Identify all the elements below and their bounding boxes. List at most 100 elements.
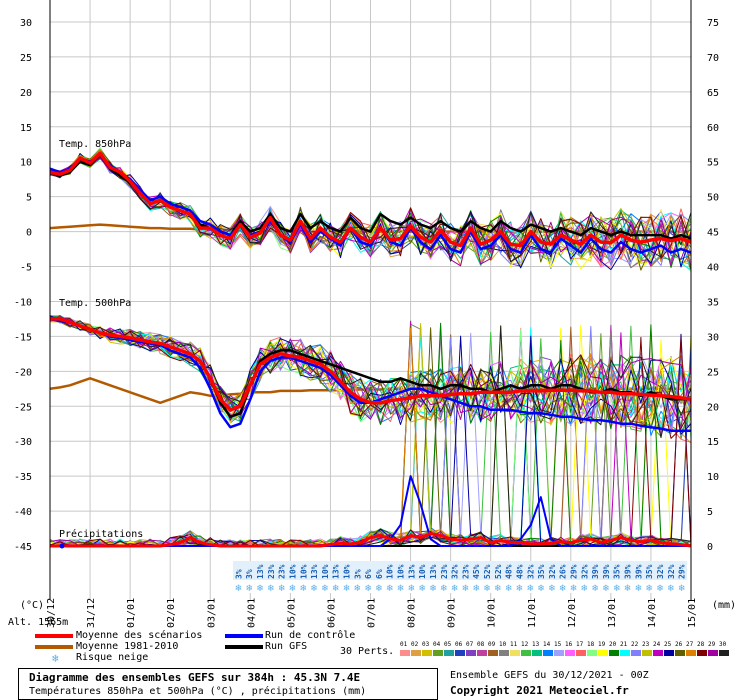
- legend-climo-swatch: [35, 645, 73, 649]
- snow-cell: [233, 561, 244, 580]
- snow-risk-strip: 3%❄3%❄13%❄23%❄23%❄10%❄10%❄13%❄10%❄13%❄10…: [233, 561, 687, 594]
- snowflake-icon: ❄: [235, 584, 243, 594]
- snow-risk-label: 32%: [656, 564, 665, 579]
- right-unit-label: (mm): [712, 600, 737, 611]
- x-tick-label: 10/01: [487, 598, 498, 628]
- snowflake-icon: ❄: [440, 584, 448, 594]
- left-tick-label: 15: [20, 123, 32, 134]
- pert-color-cell: [642, 650, 652, 656]
- snow-cell: [481, 561, 493, 580]
- left-tick-label: -15: [14, 332, 32, 343]
- snow-risk-label: 13%: [407, 564, 416, 579]
- pert-number: 03: [422, 641, 430, 648]
- pert-number: 10: [499, 641, 507, 648]
- snow-cell: [557, 561, 569, 580]
- snowflake-icon: ❄: [526, 584, 534, 594]
- pert-color-cell: [653, 650, 663, 656]
- snow-risk-label: 23%: [461, 564, 470, 579]
- left-tick-label: 5: [26, 193, 32, 204]
- right-tick-label: 15: [707, 437, 719, 448]
- snow-cell: [589, 561, 601, 580]
- right-tick-label: 40: [707, 263, 719, 274]
- snow-risk-label: 45%: [472, 564, 481, 579]
- chart-grid: [49, 0, 692, 600]
- pert-color-cell: [532, 650, 542, 656]
- snow-risk-label: 13%: [429, 564, 438, 579]
- snowflake-icon: ❄: [343, 584, 351, 594]
- snow-cell: [611, 561, 623, 580]
- snow-risk-label: 26%: [559, 564, 568, 579]
- left-tick-label: -10: [14, 297, 32, 308]
- pert-number: 02: [411, 641, 419, 648]
- snow-cell: [427, 561, 439, 580]
- snow-cell: [319, 561, 331, 580]
- snow-cell: [578, 561, 590, 580]
- chart-subtitle: Températures 850hPa et 500hPa (°C) , pré…: [29, 686, 367, 697]
- pert-number: 09: [488, 641, 496, 648]
- snow-risk-label: 48%: [505, 564, 514, 579]
- snow-cell: [492, 561, 504, 580]
- x-tick-label: 04/01: [246, 598, 257, 628]
- pert-color-cell: [565, 650, 575, 656]
- snow-risk-label: 3%: [245, 569, 254, 579]
- snow-cell: [265, 561, 277, 580]
- snow-risk-label: 10%: [418, 564, 427, 579]
- pert-color-cell: [422, 650, 432, 656]
- snowflake-icon: ❄: [354, 584, 362, 594]
- snowflake-icon: ❄: [52, 652, 59, 665]
- snowflake-icon: ❄: [429, 584, 437, 594]
- left-tick-label: -20: [14, 367, 32, 378]
- pert-number: 12: [521, 641, 529, 648]
- snowflake-icon: ❄: [537, 584, 545, 594]
- snow-risk-label: 32%: [548, 564, 557, 579]
- snow-cell: [395, 561, 406, 580]
- right-tick-label: 70: [707, 53, 719, 64]
- legend-control-swatch: [225, 634, 263, 638]
- snowflake-icon: ❄: [656, 584, 664, 594]
- snowflake-icon: ❄: [667, 584, 675, 594]
- snow-risk-label: 10%: [299, 564, 308, 579]
- mean-line-precip: [50, 531, 692, 548]
- snow-cell: [643, 561, 655, 580]
- snowflake-icon: ❄: [591, 584, 599, 594]
- snow-risk-label: 10%: [288, 564, 297, 579]
- pert-number: 26: [675, 641, 683, 648]
- mean-line-t850: [49, 151, 692, 248]
- snow-risk-label: 48%: [515, 564, 524, 579]
- snowflake-icon: ❄: [451, 584, 459, 594]
- pert-color-cell: [477, 650, 487, 656]
- panel-label-t850: Temp. 850hPa: [59, 139, 132, 150]
- snow-cell: [405, 561, 417, 580]
- snowflake-icon: ❄: [505, 584, 513, 594]
- pert-color-cell: [631, 650, 641, 656]
- right-tick-label: 30: [707, 332, 719, 343]
- snow-risk-label: 23%: [267, 564, 276, 579]
- snowflake-icon: ❄: [310, 584, 318, 594]
- legend-snow-label: Risque neige: [76, 652, 149, 663]
- snow-risk-label: 35%: [645, 564, 654, 579]
- snow-cell: [654, 561, 666, 580]
- pert-line-t500: [49, 316, 692, 430]
- pert-number: 17: [576, 641, 584, 648]
- snowflake-icon: ❄: [602, 584, 610, 594]
- snowflake-icon: ❄: [624, 584, 632, 594]
- chart-title: Diagramme des ensembles GEFS sur 384h : …: [29, 671, 361, 684]
- snow-cell: [297, 561, 309, 580]
- chart-title-box: Diagramme des ensembles GEFS sur 384h : …: [18, 668, 438, 700]
- right-tick-label: 75: [707, 18, 719, 29]
- pert-number: 05: [444, 641, 452, 648]
- pert-color-cell: [521, 650, 531, 656]
- snowflake-icon: ❄: [548, 584, 556, 594]
- snow-cell: [384, 561, 396, 580]
- snow-cell: [514, 561, 525, 580]
- snow-risk-label: 39%: [634, 564, 643, 579]
- legend-perts-label: 30 Perts.: [340, 646, 395, 657]
- right-tick-label: 0: [707, 542, 713, 553]
- snowflake-icon: ❄: [483, 584, 491, 594]
- pert-color-cell: [675, 650, 685, 656]
- snow-risk-label: 35%: [613, 564, 622, 579]
- snowflake-icon: ❄: [278, 584, 286, 594]
- altitude-label: Alt. 1565m: [8, 617, 69, 628]
- pert-color-cell: [609, 650, 619, 656]
